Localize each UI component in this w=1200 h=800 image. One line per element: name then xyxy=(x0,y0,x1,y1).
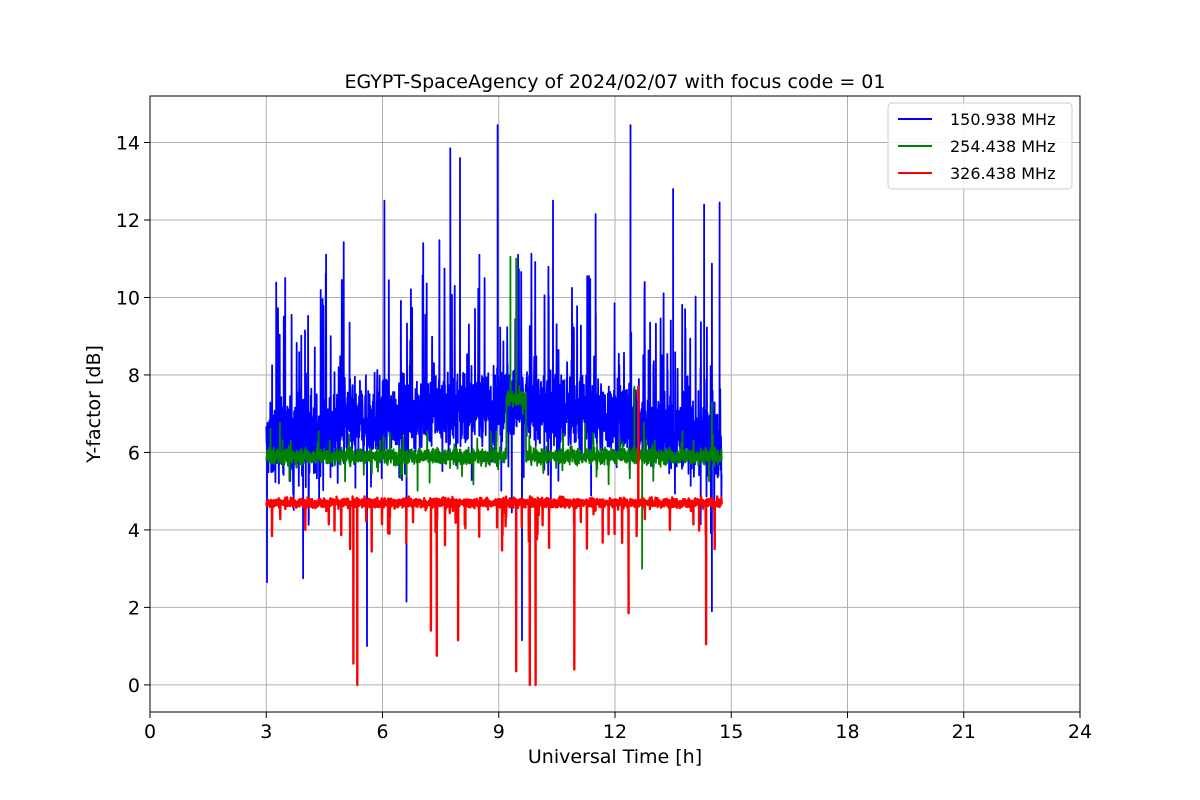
x-tick-label: 24 xyxy=(1068,721,1092,743)
y-tick-label: 2 xyxy=(128,597,140,619)
chart-title: EGYPT-SpaceAgency of 2024/02/07 with foc… xyxy=(345,71,886,93)
y-tick-label: 14 xyxy=(116,132,140,154)
legend: 150.938 MHz 254.438 MHz 326.438 MHz xyxy=(887,102,1073,190)
legend-label: 326.438 MHz xyxy=(950,164,1055,183)
x-axis-ticks: 0 3 6 9 12 15 18 21 24 xyxy=(144,712,1092,743)
y-tick-label: 6 xyxy=(128,442,140,464)
y-tick-label: 8 xyxy=(128,365,140,387)
legend-box xyxy=(887,102,1073,190)
x-tick-label: 12 xyxy=(603,721,627,743)
series-line xyxy=(265,385,723,687)
legend-label: 254.438 MHz xyxy=(950,137,1055,156)
x-axis-label: Universal Time [h] xyxy=(528,746,702,768)
y-tick-label: 4 xyxy=(128,520,140,542)
y-axis-label: Y-factor [dB] xyxy=(83,345,105,464)
x-tick-label: 18 xyxy=(835,721,859,743)
series-layer xyxy=(265,124,723,687)
y-axis-ticks: 0 2 4 6 8 10 12 14 xyxy=(116,132,150,697)
x-tick-label: 6 xyxy=(376,721,388,743)
series-line xyxy=(265,255,723,570)
x-tick-label: 3 xyxy=(260,721,272,743)
y-tick-label: 12 xyxy=(116,210,140,232)
y-tick-label: 10 xyxy=(116,287,140,309)
x-tick-label: 0 xyxy=(144,721,156,743)
x-tick-label: 21 xyxy=(952,721,976,743)
x-tick-label: 9 xyxy=(493,721,505,743)
legend-label: 150.938 MHz xyxy=(950,110,1055,129)
y-tick-label: 0 xyxy=(128,675,140,697)
x-tick-label: 15 xyxy=(719,721,743,743)
